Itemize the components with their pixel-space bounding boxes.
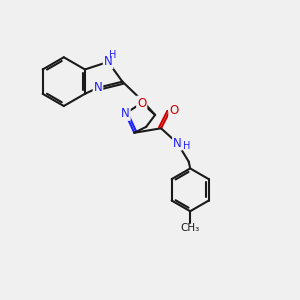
Text: H: H xyxy=(183,140,190,151)
Text: N: N xyxy=(94,81,102,94)
Text: N: N xyxy=(104,56,112,68)
Text: H: H xyxy=(109,50,116,60)
Text: N: N xyxy=(173,137,182,150)
Text: N: N xyxy=(121,107,130,120)
Text: O: O xyxy=(137,97,146,110)
Text: O: O xyxy=(169,104,178,117)
Text: CH₃: CH₃ xyxy=(181,223,200,233)
